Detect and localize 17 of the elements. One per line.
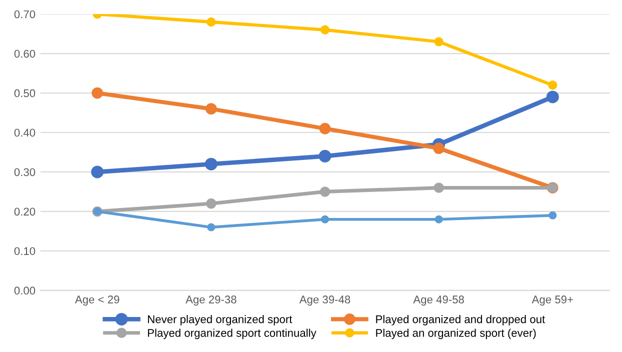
y-tick-label: 0.60 [14, 50, 36, 58]
legend-label: Played organized and dropped out [376, 315, 546, 326]
y-tick-label: 0.20 [14, 208, 36, 216]
legend-label: Played organized sport continually [148, 328, 316, 340]
y-tick-label: 0.00 [14, 286, 36, 295]
y-tick-label: 0.40 [14, 128, 36, 137]
x-tick-label: Age < 29 [74, 296, 120, 306]
x-tick-label: Age 49-58 [413, 296, 464, 306]
x-tick-label: Age 39-48 [299, 296, 350, 306]
legend-label: Never played organized sport [148, 315, 292, 326]
x-tick-label: Age 29-38 [186, 296, 236, 306]
x-tick-label: Age 59+ [532, 296, 573, 306]
y-tick-label: 0.10 [14, 247, 36, 256]
y-tick-label: 0.30 [14, 168, 36, 176]
legend-label: Played an organized sport (ever) [376, 328, 536, 340]
y-tick-label: 0.50 [14, 89, 36, 98]
y-tick-label: 0.70 [14, 10, 36, 18]
